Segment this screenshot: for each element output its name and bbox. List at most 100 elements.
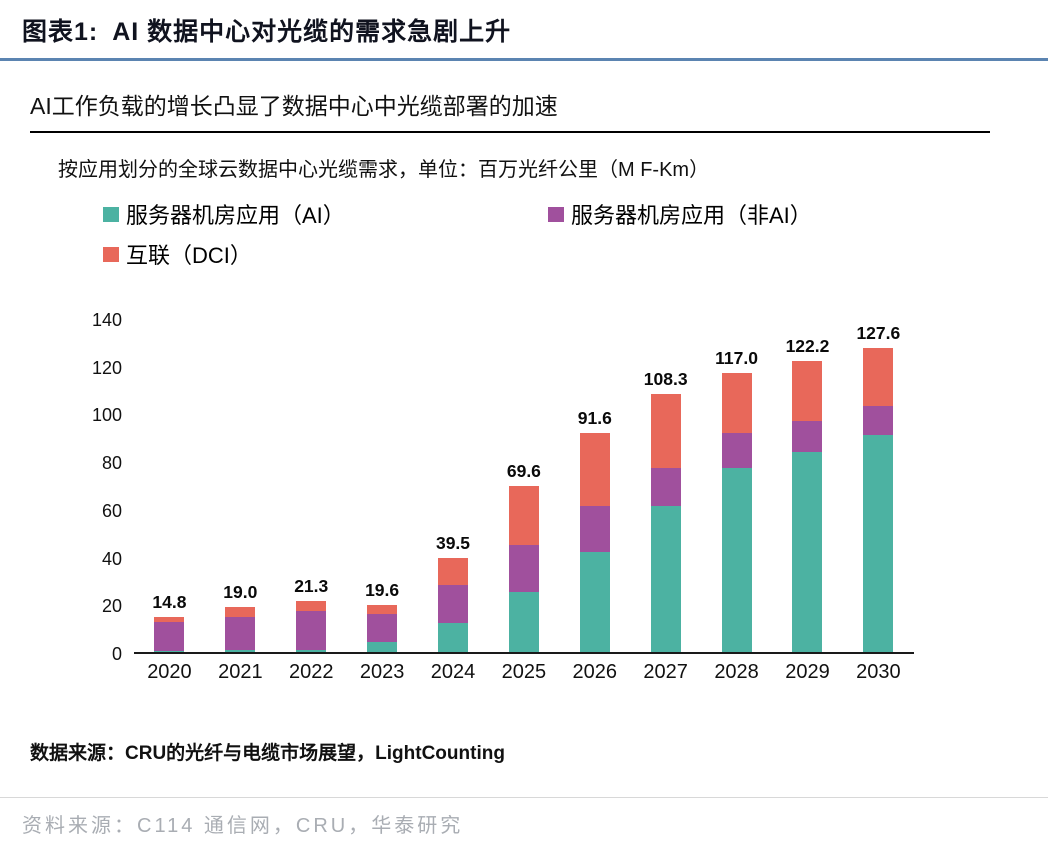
bar-segment-ai bbox=[154, 650, 185, 652]
bar-total-label: 122.2 bbox=[785, 335, 830, 356]
bar-segment-ai bbox=[579, 551, 610, 652]
stacked-bar bbox=[792, 360, 823, 652]
bar-column: 108.3 bbox=[630, 369, 701, 652]
bar-total-label: 14.8 bbox=[152, 591, 187, 612]
legend-item: 服务器机房应用（非AI） bbox=[548, 198, 1048, 230]
x-axis-label: 2030 bbox=[856, 661, 901, 683]
bar-total-label: 19.6 bbox=[365, 580, 400, 601]
data-source-note: 数据来源：CRU的光纤与电缆市场展望，LightCounting bbox=[30, 743, 505, 764]
stacked-bar bbox=[225, 606, 256, 652]
stacked-bar bbox=[508, 485, 539, 652]
bar-segment-non-ai bbox=[721, 432, 752, 469]
bar-segment-dci bbox=[792, 360, 823, 421]
stacked-bar bbox=[296, 601, 327, 652]
bar-column: 19.0 bbox=[205, 582, 276, 652]
footer-source: 资料来源：C114 通信网，CRU，华泰研究 bbox=[22, 815, 464, 837]
bar-segment-ai bbox=[296, 649, 327, 652]
chart-subtitle-row: AI工作负载的增长凸显了数据中心中光缆部署的加速 bbox=[30, 87, 990, 133]
bar-column: 91.6 bbox=[559, 408, 630, 652]
bar-column: 21.3 bbox=[276, 576, 347, 652]
footer-divider bbox=[0, 797, 1048, 798]
figure-title: 图表1: AI 数据中心对光缆的需求急剧上升 bbox=[0, 12, 1048, 48]
bar-column: 39.5 bbox=[418, 533, 489, 652]
y-axis-tick: 100 bbox=[91, 405, 122, 426]
stacked-bar bbox=[721, 372, 752, 652]
bar-column: 69.6 bbox=[488, 461, 559, 652]
bar-segment-ai bbox=[225, 650, 256, 652]
x-axis-labels: 2020 2021 2022 2023 2024 2025 2026 2027 2028 2029… bbox=[134, 661, 1048, 684]
x-axis-label: 2024 bbox=[430, 661, 476, 683]
x-axis-label: 2029 bbox=[785, 661, 830, 683]
bar-segment-ai bbox=[721, 468, 752, 652]
bar-segment-dci bbox=[508, 485, 539, 545]
bar-segment-ai bbox=[508, 592, 539, 652]
x-axis-label: 2021 bbox=[218, 661, 263, 683]
y-axis-tick: 40 bbox=[101, 548, 122, 569]
bar-column: 19.6 bbox=[347, 580, 418, 652]
bar-column: 122.2 bbox=[772, 335, 843, 652]
legend-item: 互联（DCI） bbox=[103, 238, 548, 270]
bar-segment-ai bbox=[438, 623, 468, 652]
legend: 服务器机房应用（AI） 服务器机房应用（非AI） 互联（DCI） bbox=[103, 198, 1048, 270]
y-axis: 0 20 40 60 80 100 120 140 bbox=[82, 310, 134, 664]
plot-area: 14.8 19.0 21.3 19.6 39.5 69.6 91.6 108.3 117.0 12… bbox=[134, 320, 914, 654]
bar-column: 127.6 bbox=[843, 323, 914, 652]
legend-swatch-icon bbox=[548, 206, 564, 222]
legend-swatch-icon bbox=[103, 206, 119, 222]
bar-segment-ai bbox=[367, 642, 398, 652]
legend-label: 服务器机房应用（AI） bbox=[126, 203, 345, 228]
bar-segment-non-ai bbox=[863, 406, 894, 435]
legend-label: 互联（DCI） bbox=[126, 243, 252, 268]
figure-label: 图表1: bbox=[22, 18, 99, 46]
bar-segment-dci bbox=[721, 372, 752, 433]
bar-segment-dci bbox=[225, 606, 256, 617]
bar-segment-non-ai bbox=[225, 616, 256, 651]
bar-segment-non-ai bbox=[792, 420, 823, 452]
bar-total-label: 39.5 bbox=[435, 532, 471, 553]
x-axis-label: 2025 bbox=[501, 661, 547, 683]
bar-segment-ai bbox=[863, 434, 894, 652]
chart-unit-note: 按应用划分的全球云数据中心光缆需求，单位：百万光纤公里（M F-Km） bbox=[58, 159, 710, 181]
figure-title-text: AI 数据中心对光缆的需求急剧上升 bbox=[112, 18, 512, 46]
stacked-bar bbox=[579, 433, 610, 652]
x-axis-label: 2026 bbox=[572, 661, 618, 683]
bar-segment-non-ai bbox=[296, 611, 327, 650]
y-axis-tick: 0 bbox=[111, 644, 122, 664]
stacked-bar bbox=[863, 347, 894, 652]
bar-total-label: 108.3 bbox=[643, 368, 688, 389]
chart-subtitle: AI工作负载的增长凸显了数据中心中光缆部署的加速 bbox=[30, 93, 558, 119]
bar-column: 14.8 bbox=[134, 592, 205, 652]
title-divider bbox=[0, 58, 1048, 61]
bar-segment-dci bbox=[650, 393, 681, 469]
y-axis-tick: 120 bbox=[91, 357, 122, 378]
stacked-bar bbox=[154, 616, 185, 652]
bar-segment-non-ai bbox=[154, 622, 185, 651]
bar-column: 117.0 bbox=[701, 348, 772, 652]
x-axis-label: 2022 bbox=[288, 661, 334, 683]
bar-segment-dci bbox=[296, 601, 327, 612]
y-axis-tick: 140 bbox=[91, 310, 122, 330]
legend-item: 服务器机房应用（AI） bbox=[103, 198, 548, 230]
bar-segment-non-ai bbox=[508, 544, 539, 593]
bar-segment-non-ai bbox=[438, 585, 468, 624]
bar-segment-dci bbox=[863, 347, 894, 407]
x-axis-label: 2027 bbox=[643, 661, 688, 683]
bar-total-label: 21.3 bbox=[294, 576, 329, 597]
x-axis-label: 2028 bbox=[714, 661, 759, 683]
bar-segment-ai bbox=[792, 451, 823, 652]
bar-segment-dci bbox=[154, 616, 185, 623]
y-axis-tick: 60 bbox=[101, 500, 122, 521]
x-axis-label: 2023 bbox=[359, 661, 405, 683]
bar-total-label: 69.6 bbox=[506, 460, 541, 481]
stacked-bar bbox=[367, 605, 398, 652]
bar-total-label: 127.6 bbox=[856, 322, 901, 343]
stacked-bar bbox=[650, 393, 681, 652]
chart-wrap: 0 20 40 60 80 100 120 140 14.8 19.0 21.3 19.6 39.5 6… bbox=[82, 310, 1048, 664]
bar-total-label: 91.6 bbox=[577, 408, 612, 429]
bar-total-label: 117.0 bbox=[715, 347, 758, 368]
bar-chart: 0 20 40 60 80 100 120 140 14.8 19.0 21.3 19.6 39.5 6… bbox=[82, 310, 1048, 684]
bar-segment-dci bbox=[579, 433, 610, 507]
y-axis-tick: 20 bbox=[101, 596, 122, 617]
legend-label: 服务器机房应用（非AI） bbox=[571, 203, 812, 228]
